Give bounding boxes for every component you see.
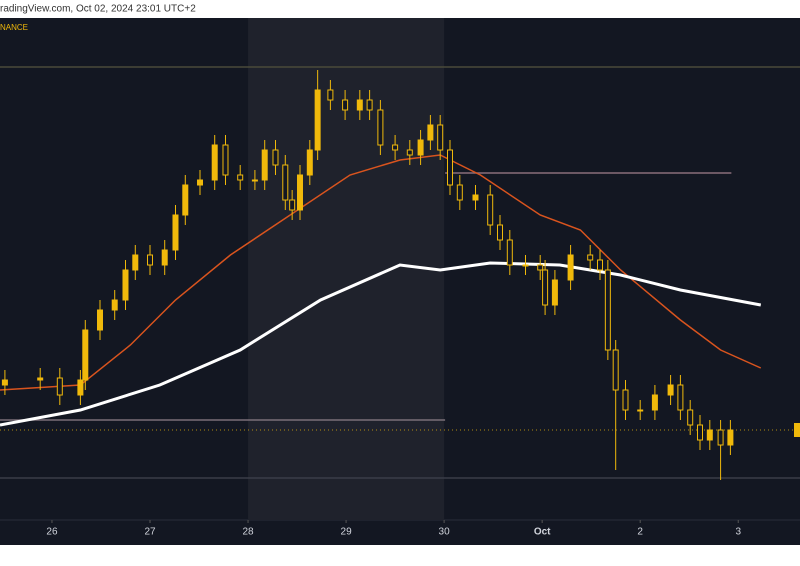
candle-body xyxy=(427,124,434,141)
candle-body xyxy=(237,174,244,181)
candle-body xyxy=(727,429,734,446)
candle-body xyxy=(261,149,268,181)
session-highlight xyxy=(248,18,445,520)
candle-body xyxy=(172,214,179,251)
x-tick-label: 27 xyxy=(144,527,156,538)
candle-body xyxy=(487,194,494,226)
candle-body xyxy=(406,149,413,156)
candle-body xyxy=(612,349,619,391)
candle-body xyxy=(182,184,189,216)
candle-body xyxy=(306,149,313,176)
candles-layer xyxy=(1,70,734,480)
candle-body xyxy=(551,279,558,306)
candle-body xyxy=(506,239,513,266)
candle-body xyxy=(82,329,89,381)
candle-body xyxy=(251,179,258,182)
levels-layer xyxy=(0,66,800,479)
candle-body xyxy=(366,99,373,111)
candle-body xyxy=(161,249,168,266)
last-price-marker xyxy=(794,423,800,437)
x-tick-label: 2 xyxy=(637,527,643,538)
x-tick-label: 30 xyxy=(439,527,451,538)
x-tick-label: 3 xyxy=(735,527,741,538)
candle-body xyxy=(567,254,574,281)
candle-body xyxy=(637,409,644,412)
candle-body xyxy=(222,144,229,176)
moving-average xyxy=(0,261,762,427)
x-tick-label: 26 xyxy=(46,527,58,538)
candle-body xyxy=(392,144,399,151)
background-layer xyxy=(248,18,445,520)
candle-body xyxy=(197,179,203,186)
candle-body xyxy=(132,254,139,271)
candle-body xyxy=(497,224,503,241)
candle-body xyxy=(697,424,703,441)
candle-body xyxy=(342,99,349,111)
candle-body xyxy=(667,384,674,396)
candle-body xyxy=(651,394,658,411)
candle-body xyxy=(37,377,44,381)
candle-body xyxy=(356,99,363,111)
candle-body xyxy=(472,194,479,201)
candle-body xyxy=(542,269,549,306)
candle-body xyxy=(211,144,218,181)
candle-body xyxy=(111,299,118,311)
candle-body xyxy=(1,379,8,386)
candle-body xyxy=(687,409,694,426)
x-axis-bar xyxy=(0,520,800,545)
x-tick-label: 29 xyxy=(341,527,353,538)
candle-body xyxy=(706,429,713,441)
candle-body xyxy=(327,89,334,101)
candle-body xyxy=(587,254,594,261)
candle-body xyxy=(97,309,103,331)
candle-body xyxy=(147,254,153,266)
candle-body xyxy=(289,199,296,211)
candle-body xyxy=(456,184,463,201)
candle-body xyxy=(314,89,321,151)
header-text: radingView.com, Oct 02, 2024 23:01 UTC+2 xyxy=(0,4,196,15)
candle-body xyxy=(597,259,603,271)
candle-body xyxy=(122,269,129,301)
candle-body xyxy=(77,379,84,396)
exchange-label: NANCE xyxy=(0,23,28,32)
candle-body xyxy=(377,109,384,146)
x-tick-label: Oct xyxy=(534,527,551,538)
candle-body xyxy=(677,384,684,411)
candle-body xyxy=(604,269,611,351)
x-tick-label: 28 xyxy=(242,527,254,538)
candle-body xyxy=(522,264,529,267)
candle-body xyxy=(447,149,453,186)
candle-body xyxy=(622,389,629,411)
candle-body xyxy=(717,429,724,446)
candle-body xyxy=(437,124,444,151)
candle-body xyxy=(282,164,289,201)
axis-layer: 26 27 28 29 30 Oct 2 3 xyxy=(46,520,741,538)
candle-body xyxy=(297,174,303,211)
header-bar xyxy=(0,0,800,18)
candle-body xyxy=(272,149,279,166)
candle-body xyxy=(56,377,63,396)
candle-body xyxy=(537,264,544,271)
candle-body xyxy=(417,139,424,156)
